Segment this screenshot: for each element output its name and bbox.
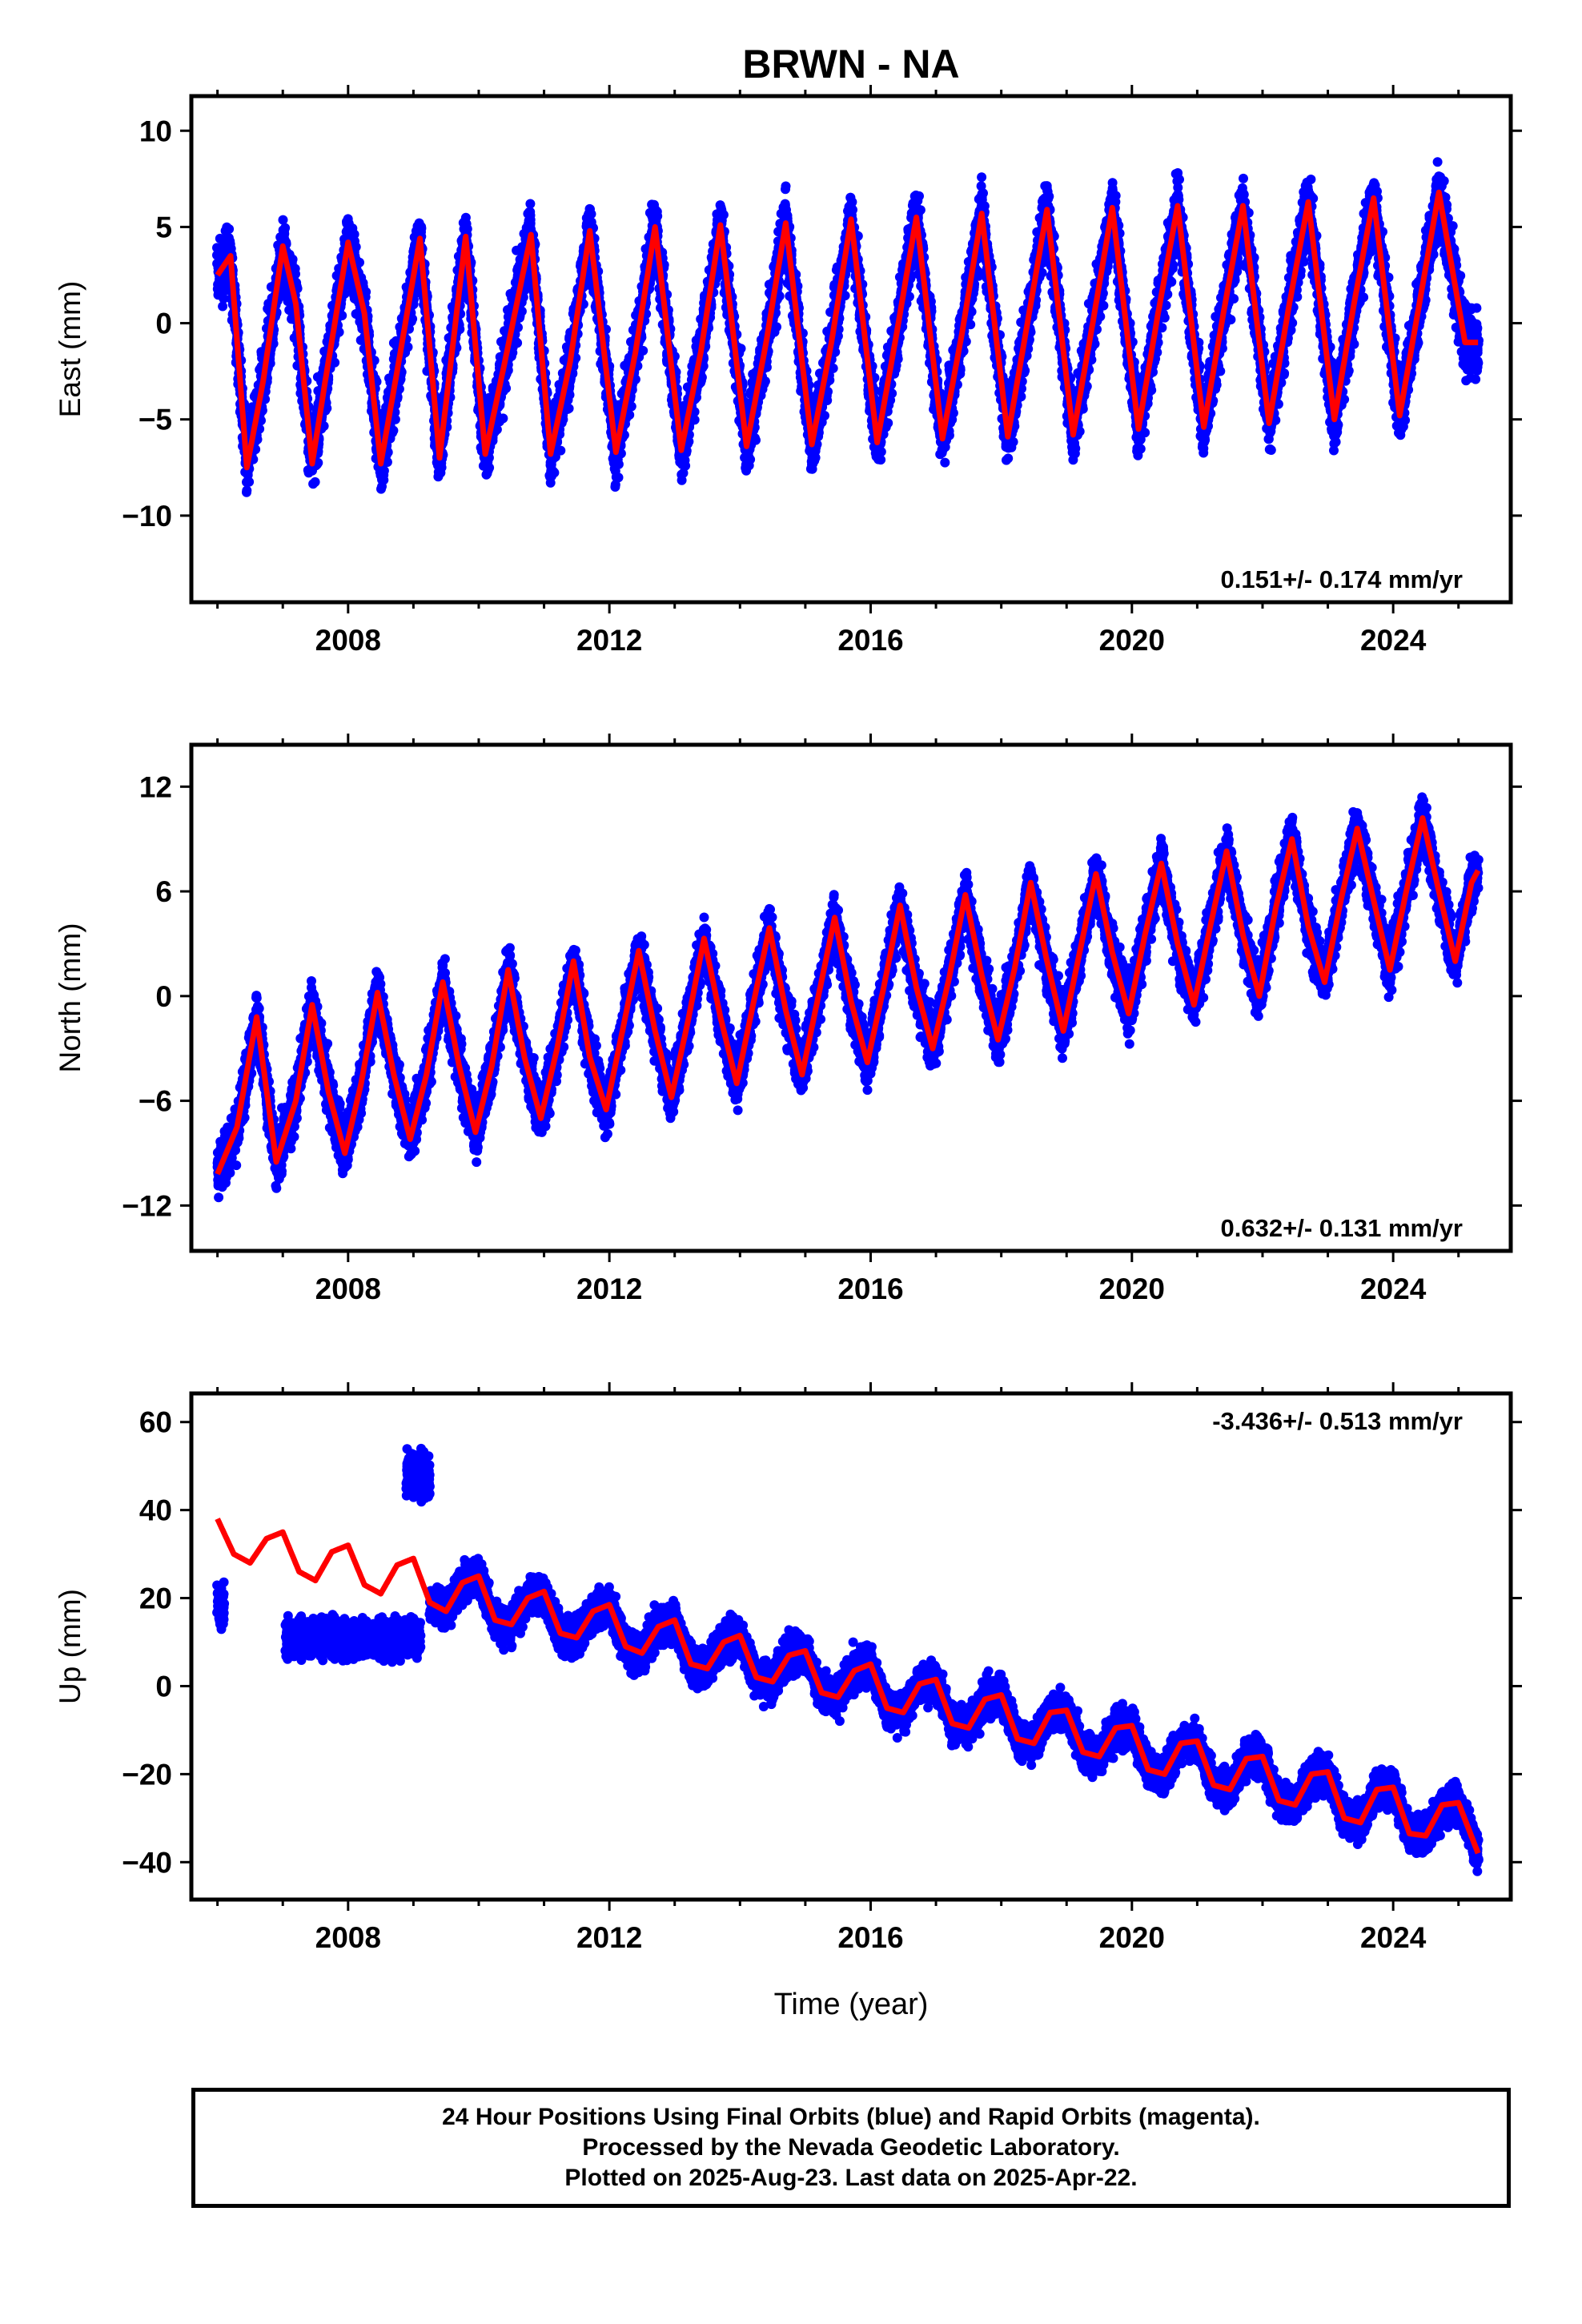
- east-observation-point: [361, 287, 371, 297]
- east-observation-point: [337, 311, 347, 320]
- east-observation-point: [330, 357, 340, 368]
- east-observation-point: [242, 485, 252, 496]
- east-observation-point: [525, 199, 536, 209]
- east-observation-point: [436, 462, 447, 472]
- east-observation-point: [498, 413, 508, 424]
- east-observation-point: [334, 327, 344, 337]
- east-observation-point: [218, 301, 228, 312]
- east-observation-point: [652, 211, 663, 221]
- east-observation-point: [613, 459, 624, 469]
- east-observation-point: [310, 476, 320, 487]
- east-observation-point: [291, 269, 300, 279]
- east-observation-point: [512, 338, 523, 348]
- east-observation-point: [564, 404, 574, 413]
- east-observation-point: [219, 293, 229, 304]
- east-observation-point: [484, 463, 495, 472]
- east-observation-point: [244, 476, 255, 487]
- east-observation-point: [224, 224, 235, 234]
- east-observation-point: [613, 472, 624, 483]
- east-observation-point: [462, 223, 472, 234]
- east-observation-point: [638, 345, 648, 356]
- east-observation-point: [278, 215, 288, 225]
- east-observation-point: [287, 254, 298, 264]
- east-observation-point: [322, 403, 332, 413]
- east-observation-point: [355, 257, 364, 267]
- east-observation-point: [525, 210, 536, 220]
- east-plot-area: [212, 157, 1484, 497]
- east-observation-point: [313, 457, 323, 468]
- east-observation-point: [379, 470, 389, 480]
- east-observation-point: [549, 468, 560, 478]
- east-observation-point: [319, 421, 329, 431]
- east-observation-point: [586, 209, 596, 219]
- east-observation-point: [351, 242, 361, 252]
- figure-title: BRWN - NA: [742, 42, 959, 86]
- east-observation-point: [556, 445, 566, 456]
